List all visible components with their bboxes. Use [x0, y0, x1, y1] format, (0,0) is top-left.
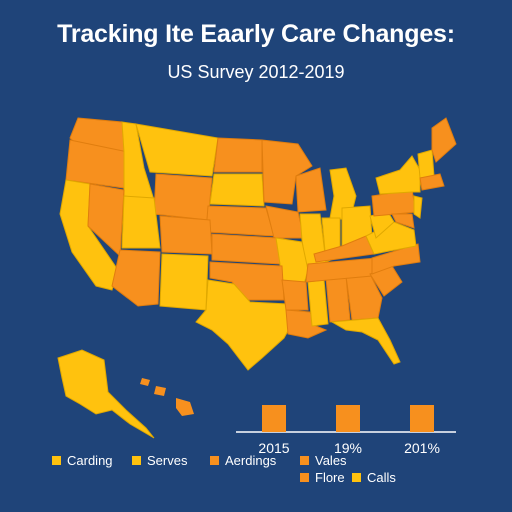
state-colorado [159, 215, 213, 255]
state-kansas [211, 233, 281, 265]
state-south-dakota [209, 173, 265, 207]
state-hawaii-2 [154, 386, 166, 396]
state-new-jersey [413, 195, 423, 219]
state-arizona [111, 249, 161, 307]
legend-item-aerdings: Aerdings [210, 453, 276, 468]
legend-item-vales: Vales [300, 453, 347, 468]
bar-19pct [336, 405, 360, 432]
state-louisiana [285, 309, 328, 339]
legend-label: Carding [67, 453, 113, 468]
state-utah [121, 195, 161, 249]
state-north-dakota [213, 137, 263, 173]
state-hawaii-1 [140, 378, 150, 386]
legend-swatch [300, 456, 309, 465]
bar-label-19pct: 19% [333, 440, 363, 456]
state-massachusetts [419, 173, 445, 191]
legend-swatch [352, 473, 361, 482]
state-arkansas [281, 279, 309, 311]
state-pennsylvania [371, 189, 417, 217]
state-nebraska [205, 205, 275, 237]
legend-label: Vales [315, 453, 347, 468]
legend-label: Calls [367, 470, 396, 485]
legend-label: Serves [147, 453, 188, 468]
state-wisconsin [295, 167, 327, 213]
bar-label-201pct: 201% [404, 440, 440, 456]
legend-label: Flore [315, 470, 345, 485]
legend-swatch [210, 456, 219, 465]
state-mississippi [307, 279, 329, 327]
state-vermont-nh [417, 149, 435, 179]
state-texas [195, 279, 295, 371]
legend-label: Aerdings [225, 453, 277, 468]
bar-2015 [262, 405, 286, 432]
legend-item-flore: Flore [300, 470, 345, 485]
legend-item-carding: Carding [52, 453, 113, 468]
state-florida [330, 317, 401, 365]
state-maryland [391, 213, 415, 229]
state-alaska [57, 349, 155, 439]
state-wyoming [153, 173, 213, 221]
bar-label-2015: 2015 [258, 440, 290, 456]
state-montana [135, 123, 219, 177]
map-title: Tracking Ite Eaarly Care Changes: [57, 20, 455, 48]
bar-201pct [410, 405, 434, 432]
legend-item-calls: Calls [352, 470, 396, 485]
state-hawaii-3 [176, 398, 194, 416]
legend-swatch [300, 473, 309, 482]
legend-swatch [52, 456, 61, 465]
legend-item-serves: Serves [132, 453, 187, 468]
state-new-mexico [159, 253, 209, 311]
state-maine [431, 117, 457, 163]
legend-swatch [132, 456, 141, 465]
map-subtitle: US Survey 2012-2019 [167, 62, 345, 82]
state-new-york [375, 155, 421, 195]
state-alabama [325, 275, 351, 323]
